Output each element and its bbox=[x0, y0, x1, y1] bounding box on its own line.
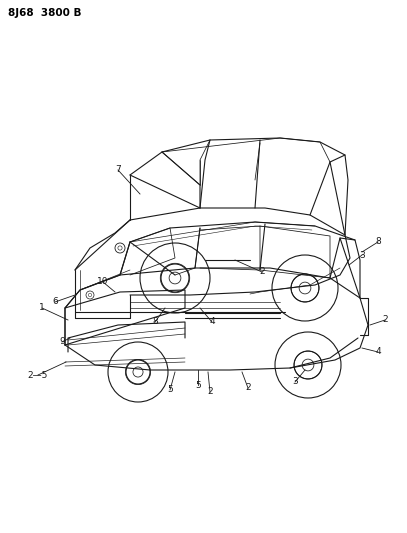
Text: 2: 2 bbox=[259, 268, 265, 277]
Text: 2—5: 2—5 bbox=[28, 370, 48, 379]
Text: 8: 8 bbox=[375, 238, 381, 246]
Text: 3: 3 bbox=[359, 251, 365, 260]
Text: 4: 4 bbox=[209, 318, 215, 327]
Text: 10: 10 bbox=[97, 278, 109, 287]
Text: 3: 3 bbox=[292, 377, 298, 386]
Text: 2: 2 bbox=[245, 384, 251, 392]
Text: 4: 4 bbox=[375, 348, 381, 357]
Text: 5: 5 bbox=[167, 385, 173, 394]
Text: 9: 9 bbox=[59, 337, 65, 346]
Text: 1: 1 bbox=[39, 303, 45, 312]
Text: 2: 2 bbox=[207, 387, 213, 397]
Text: 5: 5 bbox=[195, 381, 201, 390]
Text: 8J68  3800 B: 8J68 3800 B bbox=[8, 8, 81, 18]
Text: 7: 7 bbox=[115, 166, 121, 174]
Text: 6: 6 bbox=[52, 297, 58, 306]
Text: 8: 8 bbox=[152, 318, 158, 327]
Text: 2: 2 bbox=[382, 316, 388, 325]
